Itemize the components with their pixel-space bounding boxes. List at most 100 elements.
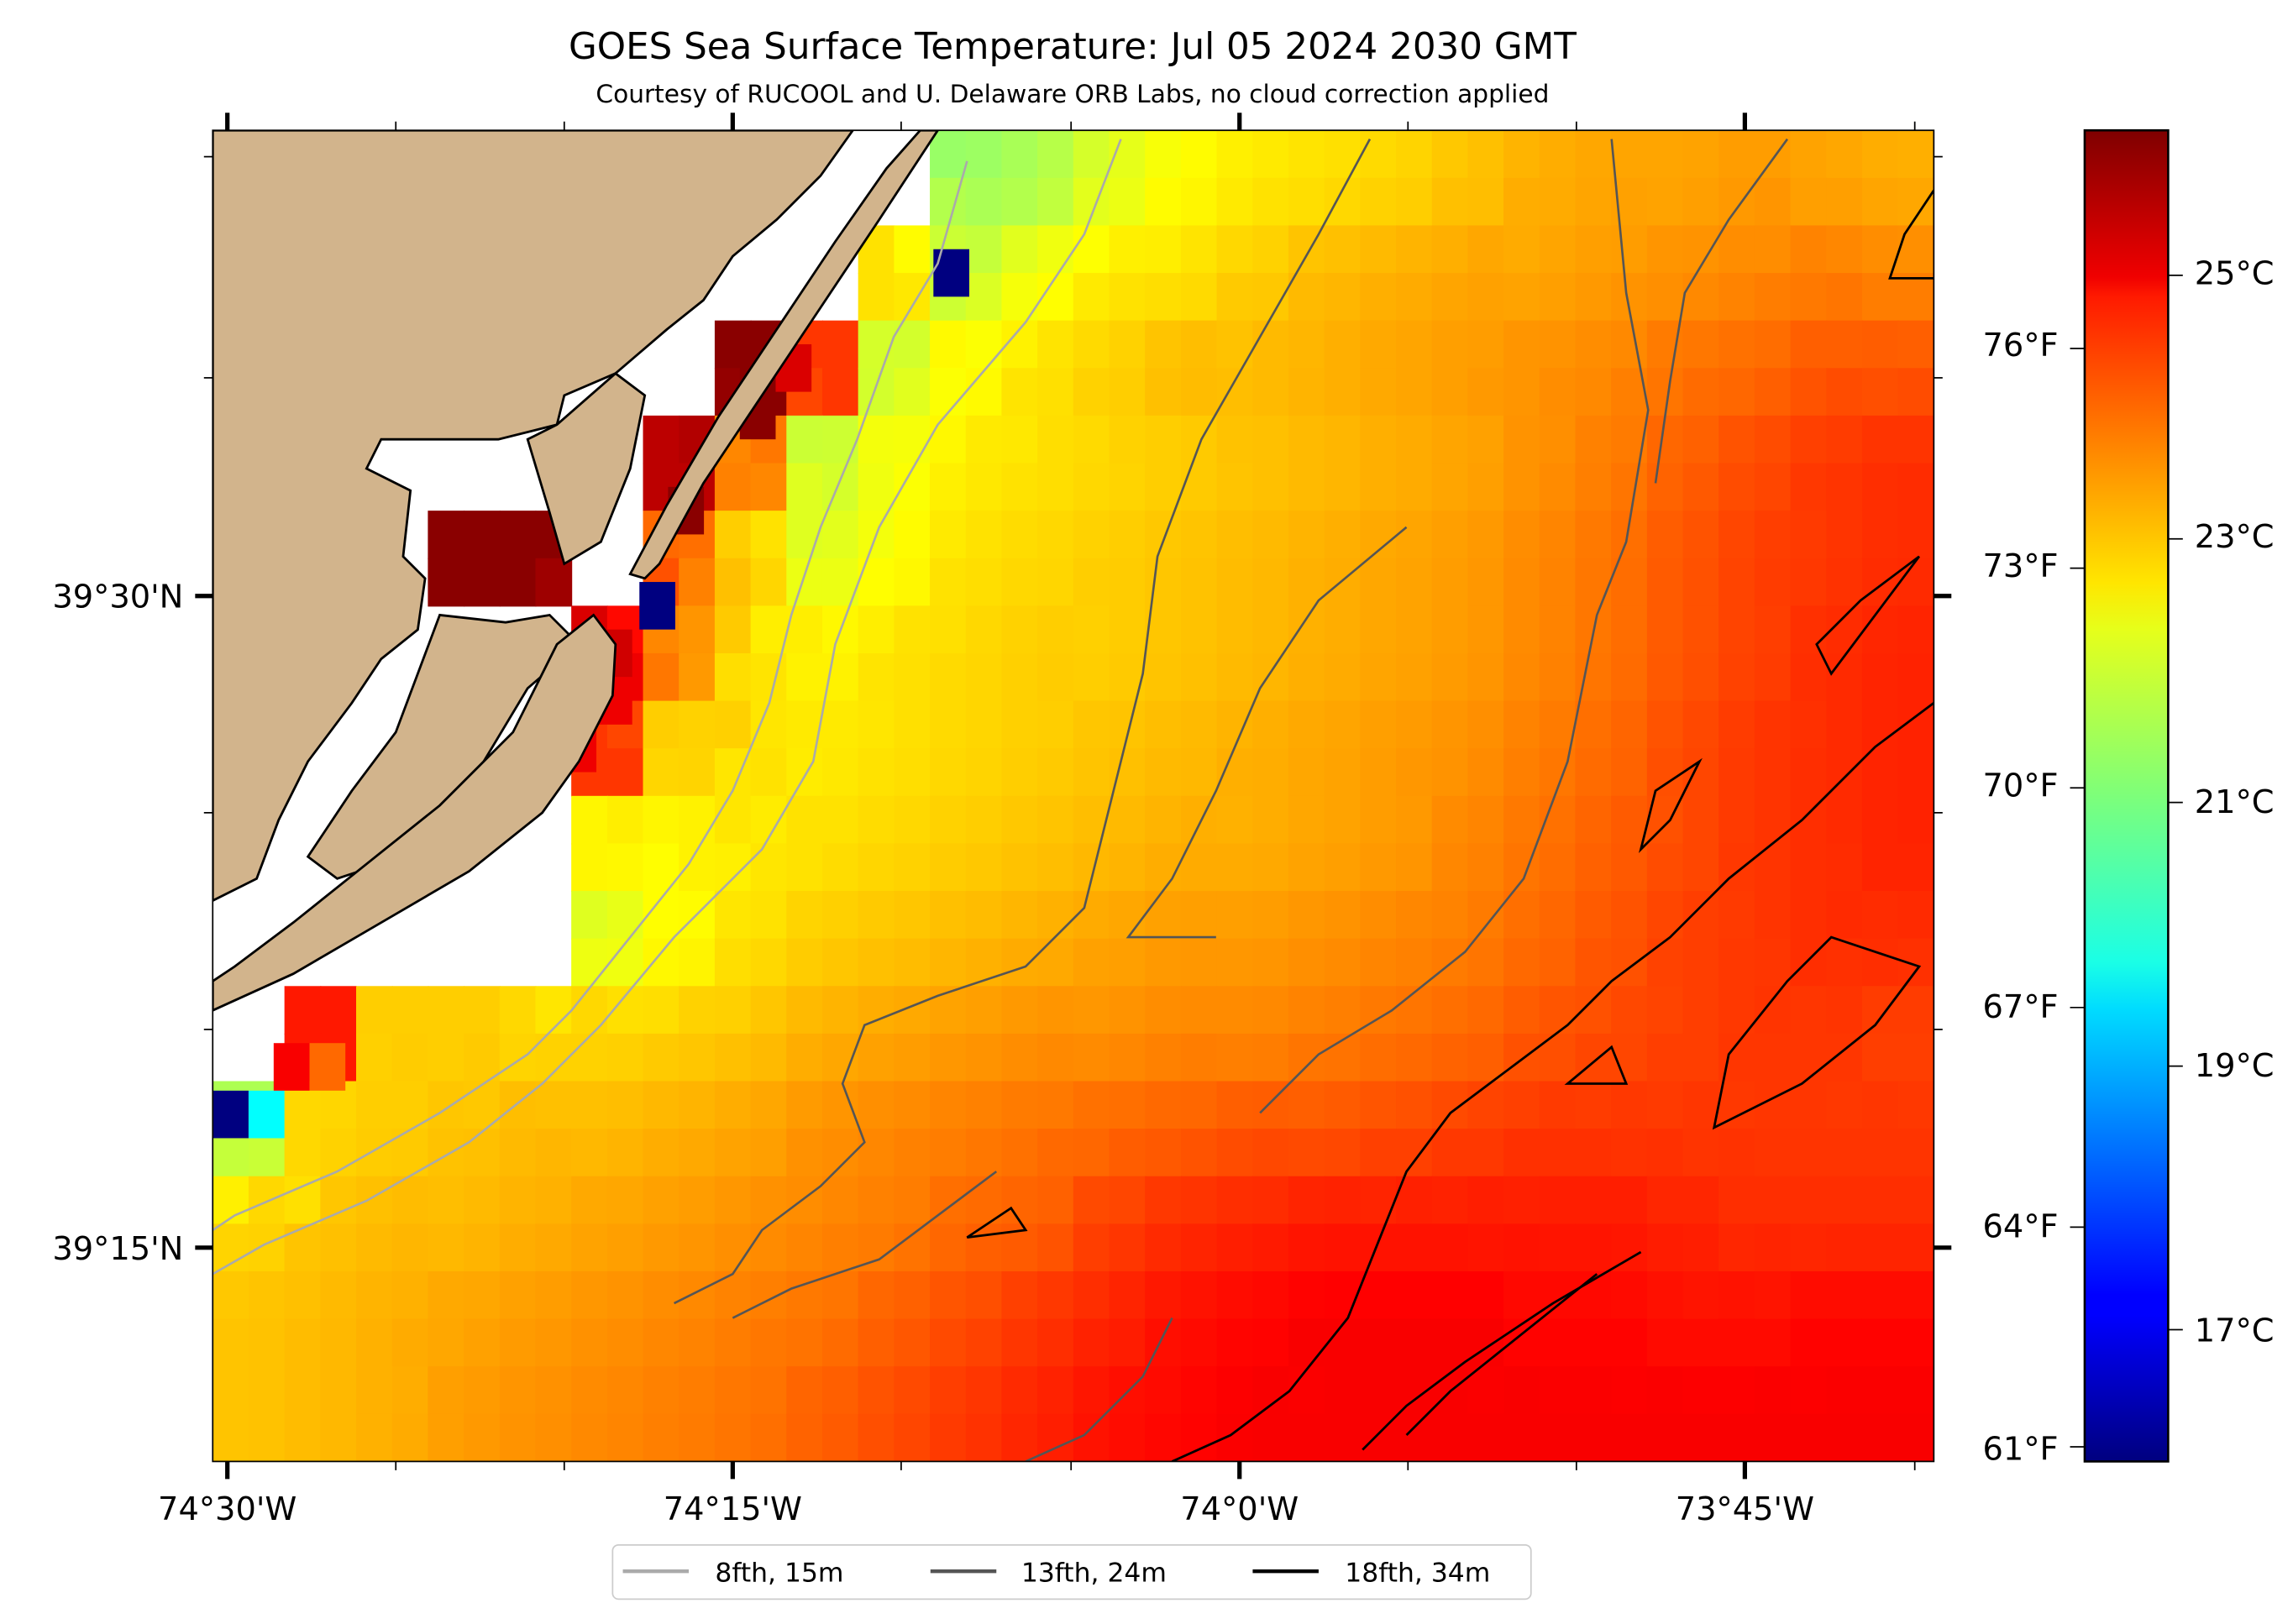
sst-cell: [679, 700, 716, 750]
sst-cell: [1861, 511, 1899, 559]
sst-cell: [750, 843, 788, 893]
sst-cell: [1861, 1033, 1899, 1082]
sst-cell: [1324, 320, 1362, 369]
sst-cell: [1073, 415, 1110, 464]
sst-cell: [750, 891, 788, 940]
sst-cell: [1467, 605, 1505, 655]
sst-cell: [1180, 748, 1218, 797]
sst-cell: [1897, 748, 1934, 797]
sst-cell: [1826, 415, 1864, 464]
sst-cell: [1252, 130, 1289, 179]
sst-cell: [965, 605, 1003, 655]
colorbar-gradient: [2083, 128, 2170, 1463]
sst-cell: [213, 1270, 249, 1320]
sst-cell: [1682, 1270, 1720, 1320]
sst-cell: [1431, 652, 1469, 702]
sst-cell: [1431, 511, 1469, 559]
sst-cell: [1216, 1033, 1254, 1082]
sst-cell: [1216, 795, 1254, 845]
sst-cell: [1001, 368, 1039, 416]
sst-cell: [1826, 463, 1864, 512]
sst-cell: [1861, 320, 1899, 369]
sst-cell: [821, 700, 859, 750]
sst-cell: [1646, 463, 1684, 512]
sst-cell: [1790, 700, 1828, 750]
sst-cell: [1324, 130, 1362, 179]
sst-cell: [821, 891, 859, 940]
sst-cell: [464, 1033, 501, 1082]
sst-cell: [1718, 368, 1755, 416]
sst-cell: [1396, 843, 1433, 893]
sst-cell: [965, 1033, 1003, 1082]
sst-cell: [1861, 558, 1899, 607]
sst-cell: [1611, 843, 1648, 893]
sst-cell: [606, 1129, 644, 1177]
sst-cell: [894, 558, 931, 607]
sst-cell: [1682, 177, 1720, 227]
sst-cell: [714, 1081, 752, 1130]
sst-cell: [499, 1223, 537, 1273]
sst-cell: [1897, 177, 1934, 227]
sst-cell: [643, 795, 680, 845]
sst-cell: [1826, 986, 1864, 1035]
sst-cell: [1396, 415, 1433, 464]
sst-cell: [1037, 652, 1074, 702]
sst-cell: [1790, 891, 1828, 940]
sst-cell: [1754, 558, 1792, 607]
sst-cell: [1611, 415, 1648, 464]
sst-cell: [1503, 1081, 1540, 1130]
sst-cell: [1826, 700, 1864, 750]
sst-cell: [1826, 368, 1864, 416]
sst-cell: [965, 1223, 1003, 1273]
sst-cell: [1396, 1318, 1433, 1368]
sst-cell: [1897, 1366, 1934, 1415]
sst-cell: [1037, 463, 1074, 512]
sst-cell: [1324, 1413, 1362, 1462]
sst-cell: [894, 1129, 931, 1177]
sst-cell: [1575, 700, 1613, 750]
sst-cell: [1109, 177, 1146, 227]
sst-cell: [1826, 320, 1864, 369]
sst-cell: [1001, 1081, 1039, 1130]
sst-cell: [1646, 1318, 1684, 1368]
sst-cell: [1145, 843, 1182, 893]
sst-cell: [1288, 891, 1325, 940]
sst-cell: [428, 1129, 465, 1177]
sst-cell: [1396, 130, 1433, 179]
sst-cell: [1861, 1413, 1899, 1462]
sst-cell: [1396, 748, 1433, 797]
sst-cell: [965, 652, 1003, 702]
sst-cell: [1396, 273, 1433, 322]
sst-cell: [1431, 273, 1469, 322]
sst-cell: [391, 1270, 429, 1320]
sst-cell: [750, 652, 788, 702]
sst-cell: [1539, 1081, 1577, 1130]
sst-cell: [1575, 1413, 1613, 1462]
sst-cell: [750, 938, 788, 987]
sst-cell: [965, 177, 1003, 227]
sst-cell: [858, 1081, 895, 1130]
sst-cell: [1503, 891, 1540, 940]
sst-cell: [535, 558, 573, 607]
sst-cell: [1861, 273, 1899, 322]
sst-cell: [1646, 891, 1684, 940]
sst-cell: [714, 1366, 752, 1415]
sst-cell: [1467, 415, 1505, 464]
sst-cell: [1396, 1033, 1433, 1082]
sst-cell: [1754, 1366, 1792, 1415]
sst-cell: [1037, 1223, 1074, 1273]
sst-cell: [1682, 605, 1720, 655]
sst-cell: [930, 558, 967, 607]
sst-cell: [1790, 130, 1828, 179]
sst-cell: [1037, 320, 1074, 369]
sst-cell: [894, 1081, 931, 1130]
sst-cell: [1396, 605, 1433, 655]
sst-cell: [1575, 795, 1613, 845]
sst-cell: [464, 1318, 501, 1368]
sst-cell: [1001, 1366, 1039, 1415]
sst-cell: [1216, 1129, 1254, 1177]
sst-cell: [1001, 511, 1039, 559]
sst-cell: [1539, 320, 1577, 369]
y-tick-label: 39°30'N: [52, 579, 183, 616]
sst-cell: [1360, 795, 1398, 845]
